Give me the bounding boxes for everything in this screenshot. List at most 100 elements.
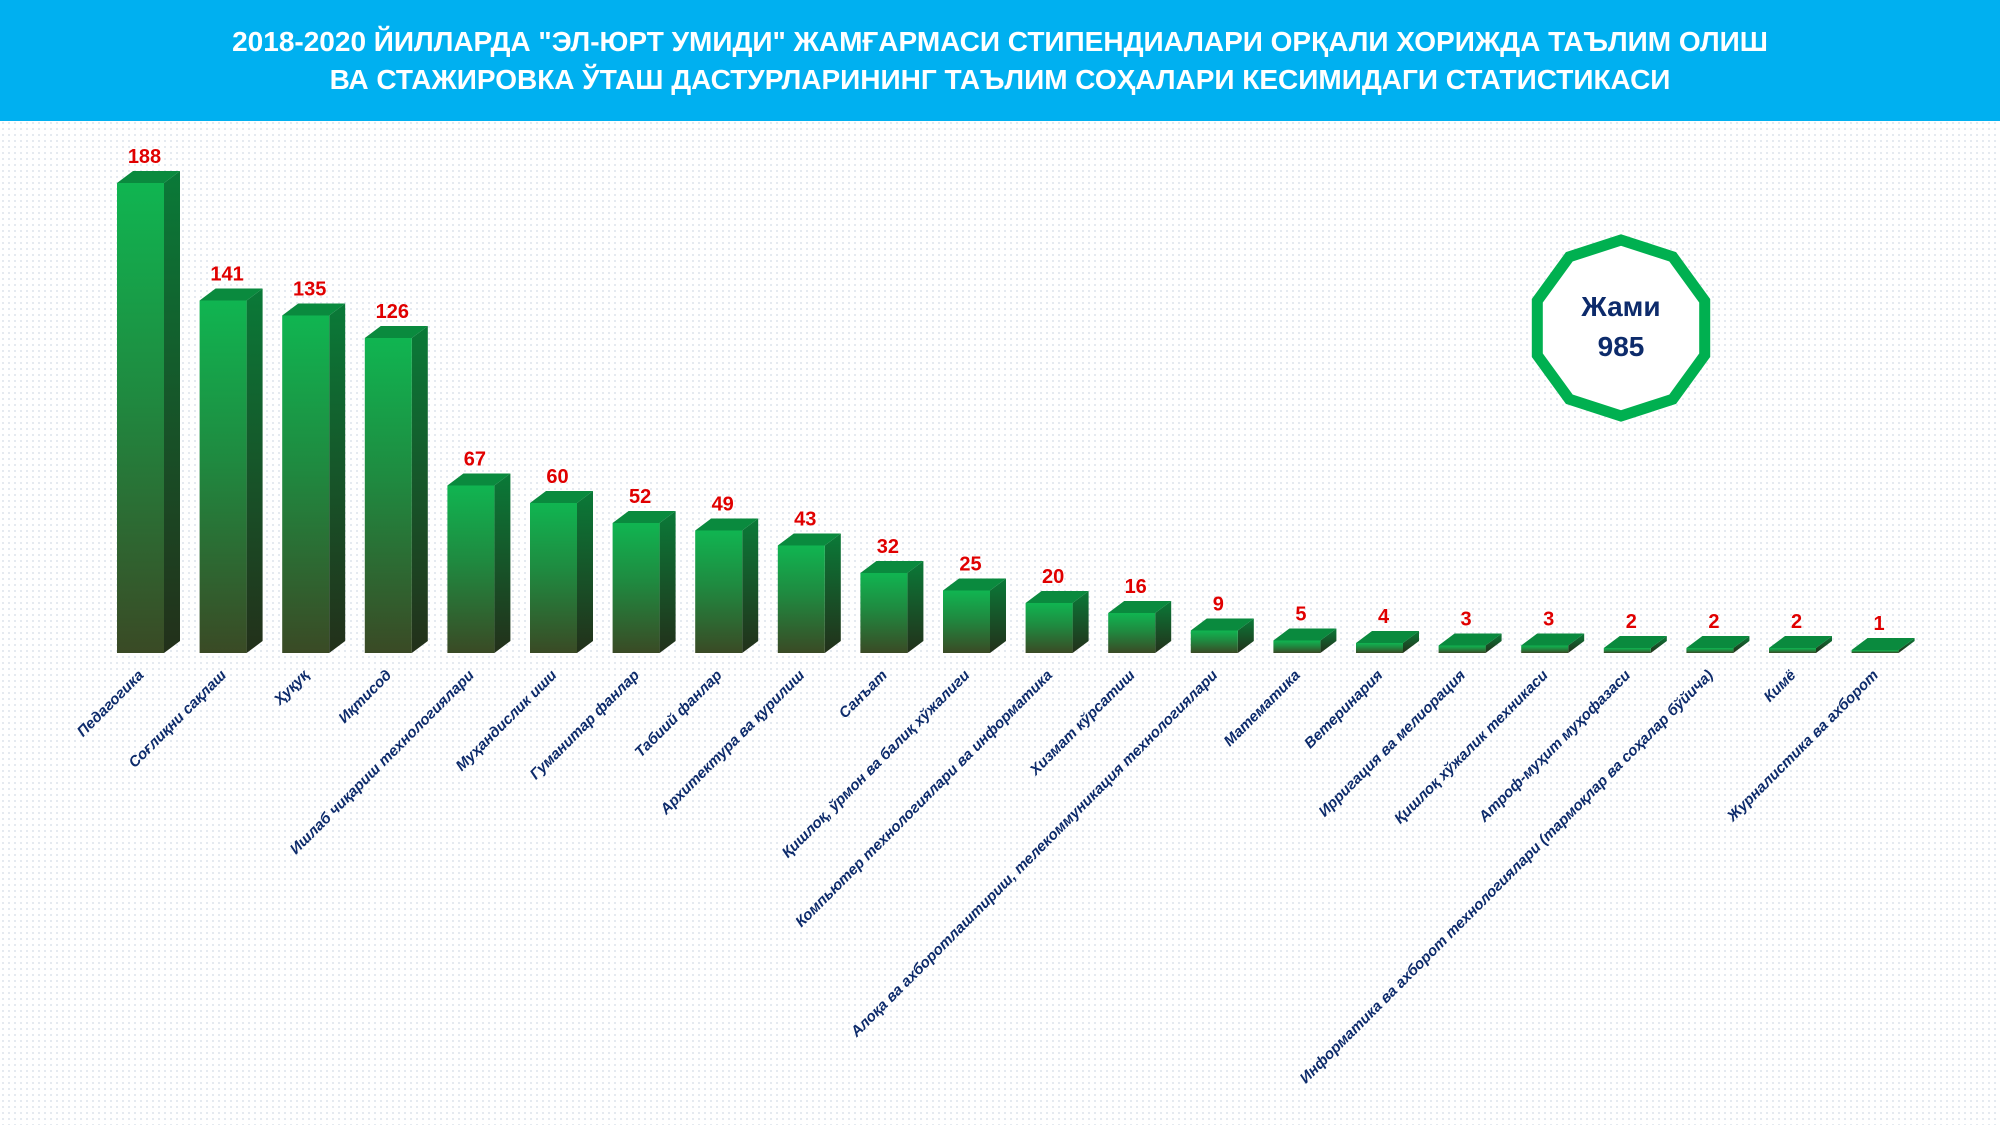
category-label: Санъат (836, 667, 891, 722)
value-label: 3 (1543, 609, 1554, 631)
bar-side (1320, 628, 1337, 653)
bar-top (1769, 636, 1832, 648)
bar-group: 2 Кимё (1761, 611, 1832, 706)
bar-top (695, 518, 759, 531)
category-label: Ирригация ва мелиорация (1315, 667, 1469, 821)
bar (1603, 648, 1651, 653)
bar (117, 183, 164, 653)
bar-top (199, 288, 263, 301)
bar-top (1356, 631, 1419, 643)
bar-top (282, 303, 346, 316)
chart-title-banner: 2018-2020 ЙИЛЛАРДА "ЭЛ-ЮРТ УМИДИ" ЖАМҒАР… (0, 0, 2000, 121)
bar-group: 126 Иқтисод (335, 301, 428, 727)
bar-side (1403, 631, 1419, 653)
value-label: 32 (877, 536, 899, 558)
bar-side (329, 303, 346, 653)
bar-side (1650, 636, 1667, 653)
bar-side (577, 491, 593, 653)
category-label: Ҳуқуқ (270, 666, 313, 709)
bar (530, 503, 577, 653)
value-label: 20 (1042, 566, 1064, 588)
total-value: 985 (1598, 331, 1645, 362)
category-label: Ветеринария (1301, 667, 1386, 752)
value-label: 25 (959, 554, 981, 576)
category-label: Қишлоқ хўжалик техникаси (1391, 667, 1552, 828)
value-label: 135 (293, 279, 326, 301)
category-label: Архитектура ва қурилиш (656, 666, 808, 818)
bar-side (742, 518, 759, 653)
bar-top (1521, 633, 1585, 646)
value-label: 126 (376, 301, 409, 323)
bar-top (1190, 618, 1254, 631)
bar-side (411, 326, 428, 653)
value-label: 60 (546, 466, 568, 488)
bar (612, 523, 660, 653)
total-label: Жами (1580, 291, 1660, 322)
bar-top (1438, 633, 1502, 646)
bar-side (1898, 638, 1915, 653)
bar (1438, 645, 1486, 653)
bar-side (1816, 636, 1832, 653)
bar (1190, 630, 1238, 653)
value-label: 188 (128, 146, 161, 168)
bar-top (860, 561, 924, 573)
bar-group: 135 Ҳуқуқ (270, 279, 346, 709)
bar (1769, 648, 1816, 653)
total-decagon-ring (1531, 234, 1711, 422)
bar-top (1686, 636, 1750, 648)
bar (943, 590, 990, 653)
category-label: Кимё (1761, 667, 1800, 706)
bar-side (1568, 633, 1585, 653)
category-label: Информатика ва ахборот технологиялари (т… (1297, 667, 1717, 1087)
bar (695, 530, 743, 653)
bar-top (777, 533, 841, 546)
bar-group: 188 Педагогика (74, 146, 180, 740)
bar (777, 545, 825, 653)
value-label: 49 (712, 494, 734, 516)
value-label: 2 (1708, 611, 1719, 633)
bar-side (246, 288, 263, 653)
bar (1521, 645, 1569, 653)
bar-side (1072, 591, 1089, 653)
bar-top (1851, 638, 1915, 650)
value-label: 16 (1125, 576, 1147, 598)
bar-top (117, 171, 180, 183)
bar (1356, 643, 1403, 653)
value-label: 52 (629, 486, 651, 508)
category-label: Қишлоқ, ўрмон ва балиқ хўжалиги (779, 667, 974, 862)
bar-side (1155, 601, 1172, 653)
bar (1108, 613, 1156, 653)
value-label: 67 (464, 449, 486, 471)
total-badge: Жами 985 (1531, 234, 1711, 422)
bar-top (530, 491, 593, 503)
bar-side (1237, 618, 1254, 653)
bar (364, 338, 412, 653)
bar-top (1603, 636, 1667, 648)
bar-side (907, 561, 924, 653)
bar (1686, 648, 1734, 653)
bar-side (824, 533, 841, 653)
bar-top (1108, 601, 1172, 613)
bar-side (164, 171, 180, 653)
category-label: Иқтисод (335, 667, 395, 727)
value-label: 4 (1378, 606, 1390, 628)
category-label: Журналистика ва ахборот (1723, 667, 1882, 826)
bar-top (612, 511, 676, 523)
bar-top (1025, 591, 1089, 603)
category-label: Алоқа ва ахборотлаштириш, телекоммуникац… (847, 667, 1221, 1041)
bar (1851, 650, 1899, 653)
bar-top (364, 326, 428, 338)
value-label: 9 (1213, 594, 1224, 616)
chart-title-line-1: 2018-2020 ЙИЛЛАРДА "ЭЛ-ЮРТ УМИДИ" ЖАМҒАР… (232, 25, 1768, 57)
value-label: 2 (1626, 611, 1637, 633)
value-label: 2 (1791, 611, 1802, 633)
category-label: Математика (1221, 667, 1304, 750)
category-label: Атроф-муҳит муҳофазаси (1475, 667, 1634, 826)
bar-side (1485, 633, 1502, 653)
bar-group: 32 Санъат (836, 536, 924, 722)
bar-top (943, 578, 1006, 591)
value-label: 141 (210, 264, 243, 286)
category-label: Педагогика (74, 667, 148, 741)
bar-side (1733, 636, 1750, 653)
bar-top (447, 473, 511, 486)
